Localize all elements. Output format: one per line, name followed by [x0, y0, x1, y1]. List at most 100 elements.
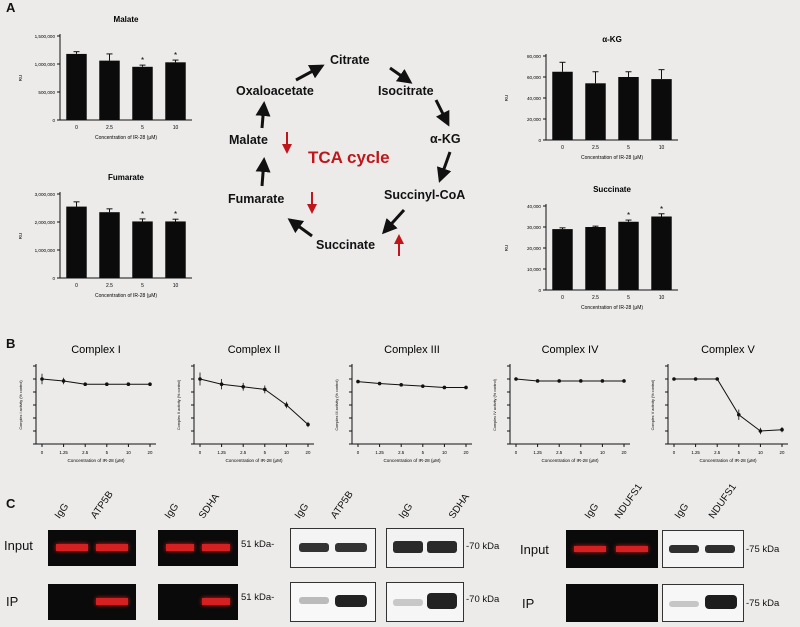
bar — [585, 227, 606, 290]
x-tick-label: 10 — [659, 295, 665, 301]
y-tick-label: 10,000 — [527, 267, 541, 272]
panel-label-c: C — [6, 496, 16, 511]
x-axis-label: Concentration of IR-28 (μM) — [95, 135, 157, 141]
y-axis-label: Complex V activity (% control) — [651, 379, 655, 430]
arrow-malate-oxaloacetate — [255, 101, 271, 129]
x-tick-label: 10 — [126, 450, 131, 455]
y-axis-label: RU — [18, 233, 23, 240]
kda-marker-51-input: 51 kDa- — [241, 539, 275, 550]
x-tick-label: 0 — [75, 283, 78, 289]
band — [96, 544, 128, 551]
row-label-ip: IP — [6, 594, 19, 609]
bar — [66, 53, 87, 120]
x-axis-label: Concentration of IR-28 (μM) — [67, 458, 124, 463]
y-tick-label: 2,000,000 — [35, 220, 56, 225]
x-tick-label: 1.25 — [691, 450, 700, 455]
band — [56, 544, 88, 551]
chart-title: Complex I — [71, 344, 121, 356]
x-tick-label: 2.5 — [82, 450, 89, 455]
data-point — [737, 412, 741, 417]
x-axis-label: Concentration of IR-28 (μM) — [383, 458, 440, 463]
data-point — [421, 384, 425, 388]
panel-label-b: B — [6, 336, 16, 351]
x-tick-label: 2.5 — [106, 125, 113, 131]
series-line — [41, 378, 150, 385]
data-point — [600, 379, 605, 383]
band — [669, 601, 699, 607]
data-point — [61, 379, 66, 383]
series-line — [515, 378, 624, 382]
y-axis-label: RU — [504, 245, 509, 252]
row-label-ip-right: IP — [522, 596, 535, 611]
gel-ip-igg-sdha — [158, 584, 238, 620]
x-axis-label: Concentration of IR-28 (μM) — [541, 458, 598, 463]
band — [299, 543, 329, 552]
data-point — [399, 383, 403, 387]
chart-title: α-KG — [602, 35, 622, 44]
kda-marker-75-ip: -75 kDa — [746, 598, 780, 609]
x-tick-label: 5 — [141, 283, 144, 289]
line-chart-complex-3: Complex III Complex III activity (% contr… — [335, 344, 472, 463]
x-tick-label: 0 — [561, 295, 564, 301]
lane-label-atp5b: ATP5B — [328, 489, 356, 521]
x-tick-label: 20 — [622, 450, 627, 455]
x-tick-label: 2.5 — [714, 450, 721, 455]
y-tick-label: 0 — [52, 276, 55, 281]
data-point — [263, 387, 267, 392]
western-input-ndufs1 — [662, 530, 744, 568]
gel-input-igg-ndufs1 — [566, 530, 658, 568]
x-tick-label: 2.5 — [592, 145, 599, 151]
band — [299, 597, 329, 604]
x-tick-label: 0 — [515, 450, 518, 455]
lane-label-igg: IgG — [52, 501, 72, 521]
lane-label-igg: IgG — [292, 501, 312, 521]
arrow-akg-succinylcoa — [436, 151, 452, 183]
line-chart-complex-4: Complex IV Complex IV activity (% control… — [493, 344, 630, 463]
x-tick-label: 5 — [627, 295, 630, 301]
band — [96, 598, 128, 605]
data-point — [622, 379, 626, 383]
x-tick-label: 10 — [173, 125, 179, 131]
western-input-sdha — [386, 528, 464, 568]
chart-title: Succinate — [593, 185, 631, 194]
significance-marker: * — [174, 210, 177, 219]
x-tick-label: 10 — [758, 450, 763, 455]
series-line — [199, 378, 309, 425]
tca-cycle-title: TCA cycle — [308, 148, 390, 167]
band — [335, 543, 367, 552]
arrow-oxaloacetate-citrate — [295, 64, 325, 82]
western-ip-sdha — [386, 582, 464, 622]
y-tick-label: 0 — [52, 118, 55, 123]
gel-ip-igg-ndufs1 — [566, 584, 658, 622]
tca-arrows — [255, 64, 452, 256]
y-axis-label: RU — [18, 75, 23, 82]
band — [202, 598, 230, 605]
data-point — [40, 377, 44, 381]
x-tick-label: 10 — [600, 450, 605, 455]
lane-label-sdha: SDHA — [446, 491, 472, 521]
significance-marker: * — [627, 211, 630, 220]
data-point — [442, 385, 447, 390]
y-tick-label: 1,000,000 — [35, 62, 56, 67]
data-point — [241, 385, 245, 389]
arrow-succinylcoa-succinate — [381, 208, 406, 235]
node-succinate: Succinate — [316, 238, 376, 252]
data-point — [105, 382, 109, 386]
bar — [132, 221, 153, 278]
data-point — [377, 381, 382, 386]
series-line — [674, 378, 783, 432]
line-chart-complex-2: Complex II Complex II activity (% control… — [177, 344, 314, 463]
x-tick-label: 5 — [738, 450, 741, 455]
bar — [165, 221, 186, 278]
x-tick-label: 0 — [673, 450, 676, 455]
row-label-input-right: Input — [520, 542, 549, 557]
data-point — [464, 385, 468, 390]
y-axis-label: Complex IV activity (% control) — [493, 378, 497, 430]
western-ip-ndufs1 — [662, 584, 744, 622]
x-tick-label: 2.5 — [106, 283, 113, 289]
y-tick-label: 30,000 — [527, 225, 541, 230]
bar — [552, 71, 573, 140]
bar — [651, 79, 672, 140]
x-axis-label: Concentration of IR-28 (μM) — [581, 155, 643, 161]
chart-title: Complex IV — [542, 344, 600, 356]
